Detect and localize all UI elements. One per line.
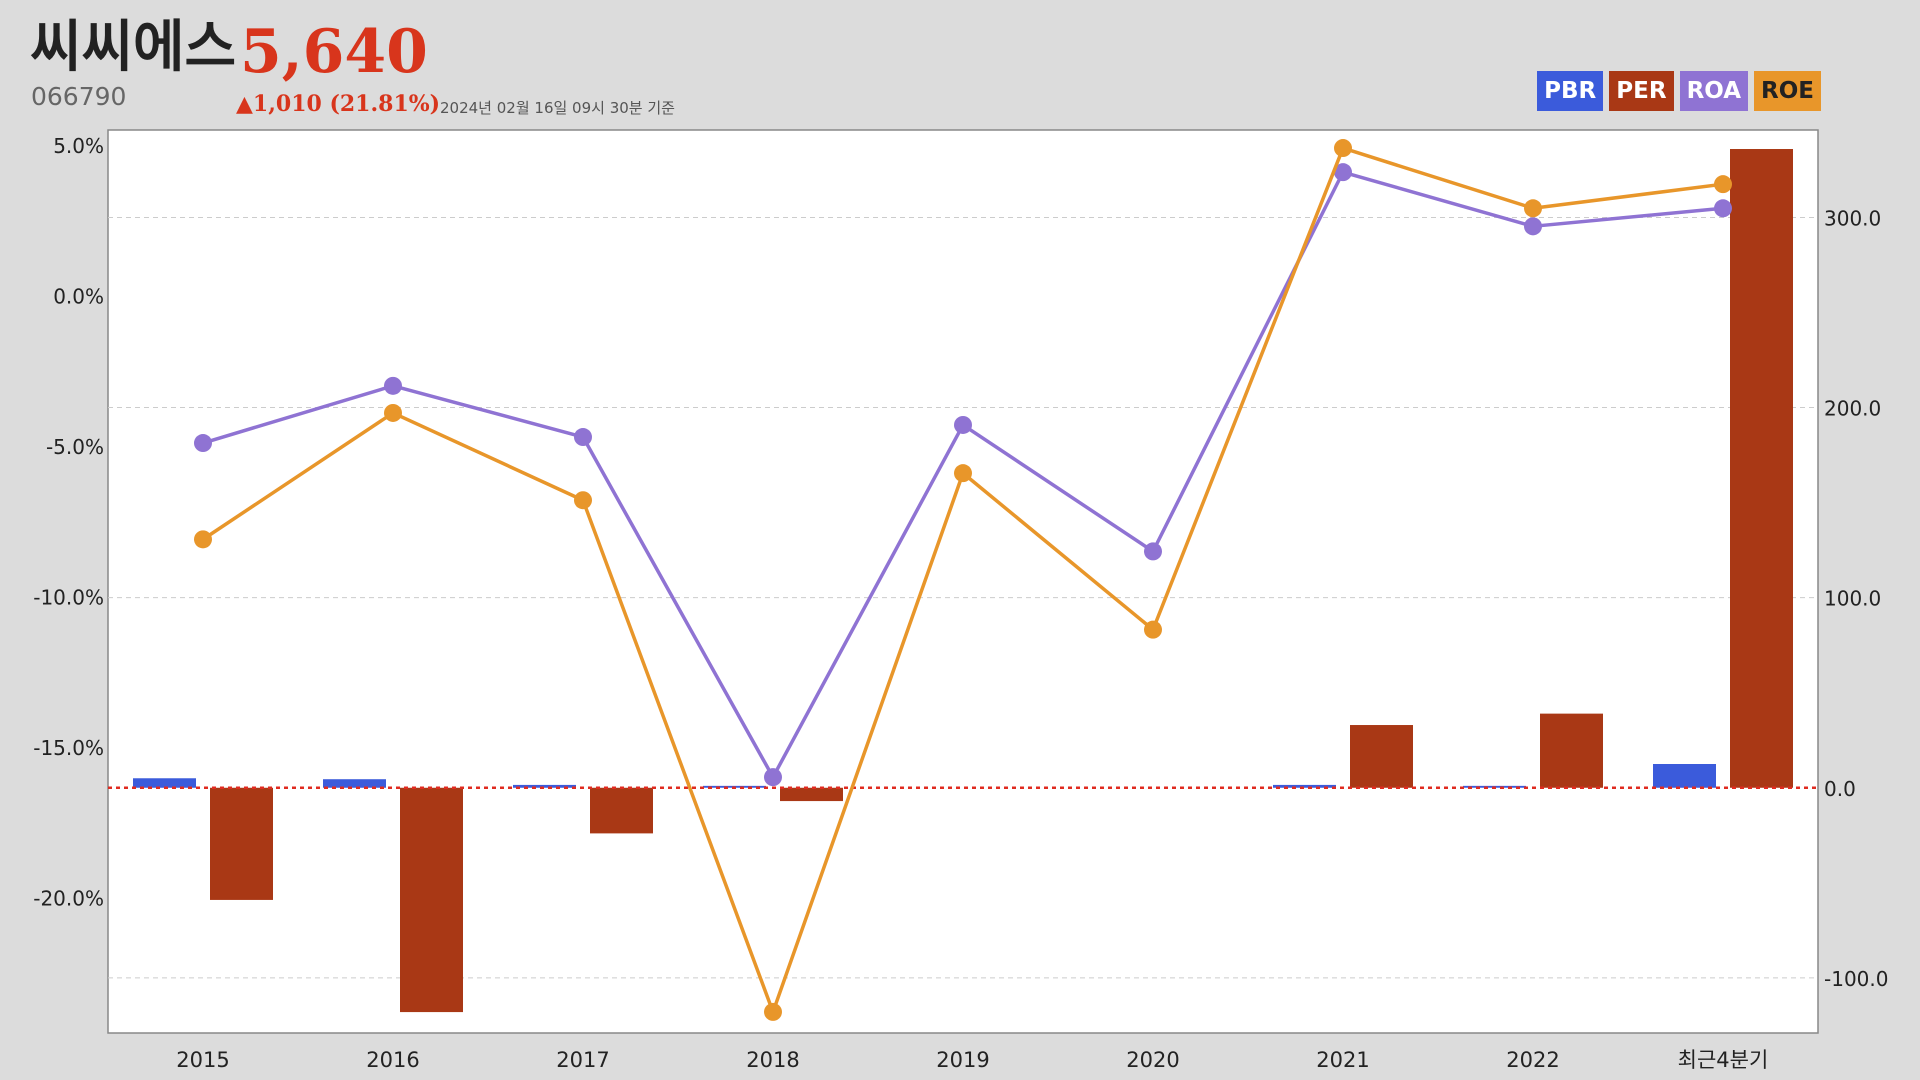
right-axis-tick-label: 0.0 (1824, 777, 1856, 801)
roe-point (954, 464, 972, 483)
legend-per[interactable]: PER (1609, 71, 1674, 111)
pbr-bar (1273, 784, 1336, 788)
roa-point (954, 415, 972, 434)
per-bar (1350, 725, 1413, 788)
x-axis-tick-label: 2015 (176, 1048, 229, 1072)
x-axis-tick-label: 2016 (366, 1048, 419, 1072)
left-axis-tick-label: -15.0% (33, 736, 104, 760)
x-axis-tick-label: 최근4분기 (1678, 1048, 1769, 1072)
pbr-bar (1653, 764, 1716, 788)
left-axis-tick-label: 0.0% (53, 285, 104, 309)
company-name: 씨씨에스 (30, 15, 237, 80)
roa-point (384, 376, 402, 395)
right-axis-tick-label: 200.0 (1824, 397, 1881, 421)
roe-point (384, 403, 402, 422)
roe-point (1714, 175, 1732, 194)
pbr-bar (513, 784, 576, 788)
right-axis-tick-label: 300.0 (1824, 206, 1881, 230)
price-change: ▲1,010 (21.81%) (236, 91, 441, 117)
per-bar (780, 787, 843, 802)
pbr-bar (133, 778, 196, 788)
right-axis-tick-label: -100.0 (1824, 967, 1888, 991)
roe-point (764, 1002, 782, 1021)
per-bar (1730, 149, 1793, 788)
roa-point (194, 434, 212, 453)
roe-point (194, 530, 212, 549)
x-axis-tick-label: 2019 (936, 1048, 989, 1072)
per-bar (210, 787, 273, 900)
roa-point (1144, 542, 1162, 561)
roe-point (1524, 199, 1542, 218)
roa-point (1524, 217, 1542, 236)
pbr-bar (323, 779, 386, 788)
roa-point (1714, 199, 1732, 218)
stock-code: 066790 (31, 82, 127, 111)
x-axis-tick-label: 2021 (1316, 1048, 1369, 1072)
roa-point (1334, 163, 1352, 182)
left-axis-tick-label: -10.0% (33, 586, 104, 610)
chart-legend: PBR PER ROA ROE (1537, 71, 1821, 111)
per-bar (590, 787, 653, 834)
x-axis-tick-label: 2017 (556, 1048, 609, 1072)
x-axis-tick-label: 2020 (1126, 1048, 1179, 1072)
as-of-timestamp: 2024년 02월 16일 09시 30분 기준 (440, 99, 675, 117)
per-bar (1540, 713, 1603, 788)
roe-point (1334, 139, 1352, 158)
roe-point (574, 491, 592, 510)
left-axis-tick-label: -5.0% (46, 435, 104, 459)
x-axis-tick-label: 2022 (1506, 1048, 1559, 1072)
left-axis-tick-label: 5.0% (53, 134, 104, 158)
legend-pbr[interactable]: PBR (1537, 71, 1604, 111)
legend-roa[interactable]: ROA (1679, 71, 1749, 111)
per-bar (400, 787, 463, 1013)
x-axis-tick-label: 2018 (746, 1048, 799, 1072)
stock-price: 5,640 (240, 17, 428, 87)
roa-point (574, 428, 592, 447)
plot-area (107, 129, 1819, 1034)
left-axis-tick-label: -20.0% (33, 887, 104, 911)
roa-point (764, 768, 782, 787)
roe-point (1144, 620, 1162, 639)
legend-roe[interactable]: ROE (1754, 71, 1821, 111)
right-axis-tick-label: 100.0 (1824, 587, 1881, 611)
